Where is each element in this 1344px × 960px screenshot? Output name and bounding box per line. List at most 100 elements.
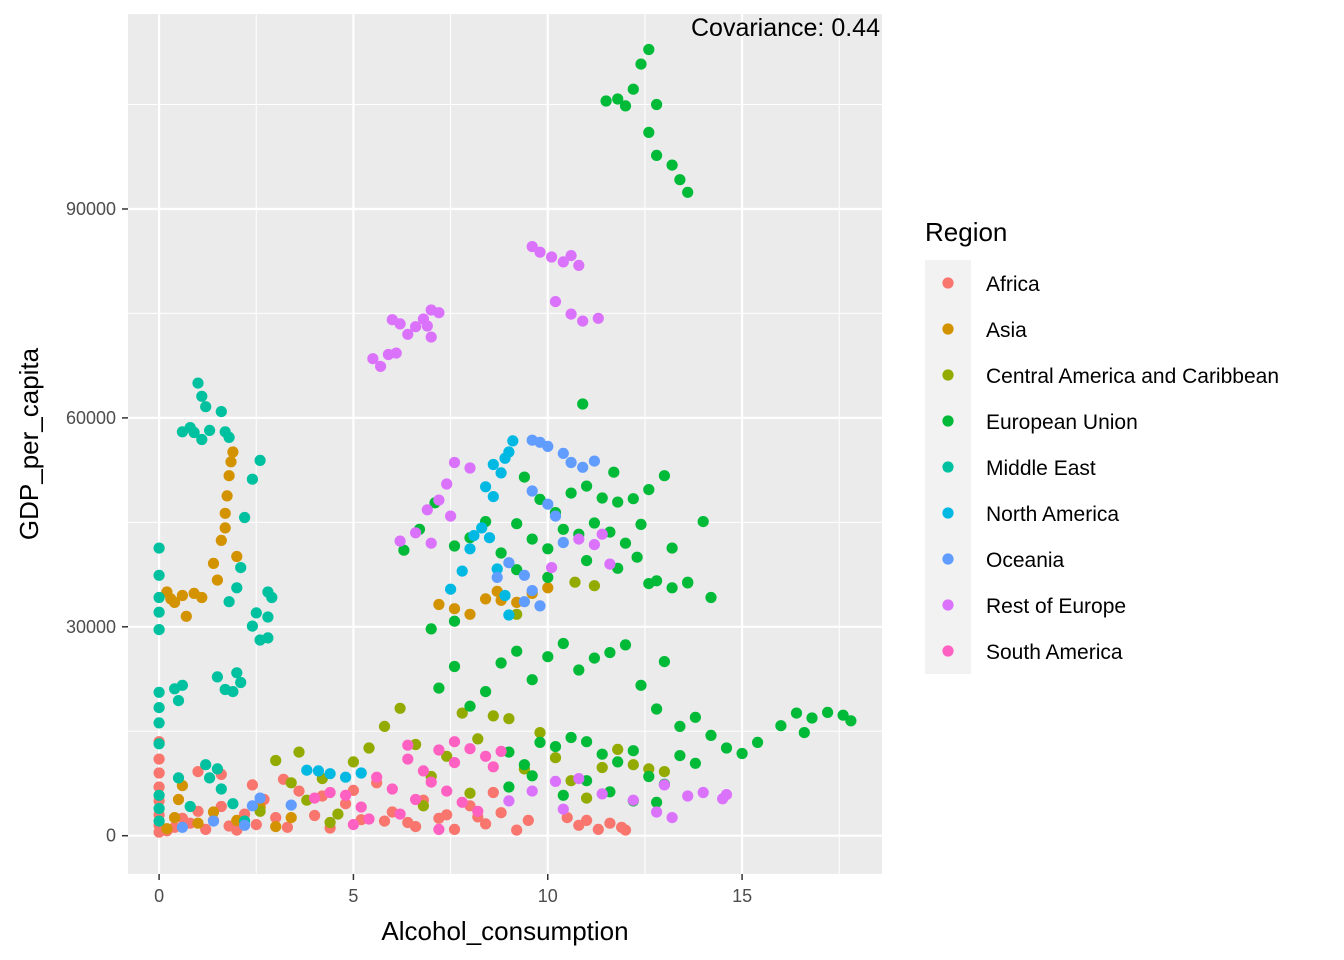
point-south-america xyxy=(355,801,367,813)
point-south-america xyxy=(347,819,359,831)
point-european-union xyxy=(651,98,663,111)
point-oceania xyxy=(518,569,531,581)
point-north-america xyxy=(503,446,515,458)
point-africa xyxy=(592,823,604,836)
point-middle-east xyxy=(246,620,258,632)
point-european-union xyxy=(631,551,643,563)
point-rest-of-europe xyxy=(604,558,616,570)
point-middle-east xyxy=(200,759,212,771)
point-south-america xyxy=(363,813,375,825)
point-european-union xyxy=(798,727,810,739)
x-tick-label: 5 xyxy=(348,886,358,906)
point-africa xyxy=(604,817,616,829)
point-asia xyxy=(207,806,220,818)
point-european-union xyxy=(635,518,647,531)
point-european-union xyxy=(790,707,803,719)
legend-label-south-america: South America xyxy=(986,641,1123,664)
point-south-america xyxy=(309,792,321,804)
point-middle-east xyxy=(192,377,204,389)
point-european-union xyxy=(674,174,686,186)
point-africa xyxy=(153,781,165,793)
point-european-union xyxy=(643,43,655,56)
point-africa xyxy=(441,809,453,821)
point-european-union xyxy=(588,652,601,664)
point-africa xyxy=(581,814,593,827)
point-central-america-and-caribbean xyxy=(394,702,406,714)
point-rest-of-europe xyxy=(421,320,433,332)
legend-key-european-union xyxy=(942,415,954,427)
point-european-union xyxy=(573,664,585,676)
point-north-america xyxy=(507,435,519,447)
point-middle-east xyxy=(153,569,165,581)
point-south-america xyxy=(448,757,461,769)
point-european-union xyxy=(635,58,647,70)
point-africa xyxy=(246,779,258,791)
point-oceania xyxy=(534,600,546,612)
point-european-union xyxy=(822,706,834,719)
point-european-union xyxy=(448,615,461,627)
point-middle-east xyxy=(172,695,185,707)
point-european-union xyxy=(705,591,717,604)
point-middle-east xyxy=(227,798,239,810)
point-european-union xyxy=(581,480,593,492)
point-asia xyxy=(225,456,237,468)
point-north-america xyxy=(464,543,476,555)
y-tick-label: 0 xyxy=(106,826,116,846)
point-rest-of-europe xyxy=(425,331,437,343)
point-oceania xyxy=(542,440,554,452)
point-european-union xyxy=(658,656,671,668)
point-middle-east xyxy=(246,473,258,485)
point-rest-of-europe xyxy=(394,318,406,330)
point-european-union xyxy=(720,742,733,754)
point-south-america xyxy=(410,793,422,806)
point-european-union xyxy=(689,757,702,769)
point-european-union xyxy=(480,686,492,698)
point-european-union xyxy=(398,544,410,556)
legend-label-middle-east: Middle East xyxy=(986,457,1096,480)
point-central-america-and-caribbean xyxy=(569,576,581,588)
point-north-america xyxy=(476,522,488,534)
x-axis-title: Alcohol_consumption xyxy=(381,916,628,946)
point-asia xyxy=(464,608,476,620)
point-rest-of-europe xyxy=(588,539,601,551)
point-european-union xyxy=(495,657,507,669)
point-oceania xyxy=(557,447,569,459)
point-rest-of-europe xyxy=(402,328,414,340)
point-rest-of-europe xyxy=(557,256,569,268)
point-rest-of-europe xyxy=(526,785,538,797)
point-middle-east xyxy=(153,624,165,636)
point-north-america xyxy=(483,532,496,544)
point-africa xyxy=(281,821,293,833)
point-africa xyxy=(153,753,165,765)
point-european-union xyxy=(651,796,663,808)
point-asia xyxy=(215,534,227,547)
point-africa xyxy=(487,786,499,799)
point-european-union xyxy=(608,466,620,478)
point-rest-of-europe xyxy=(596,788,608,800)
point-south-america xyxy=(417,765,429,777)
point-rest-of-europe xyxy=(565,250,577,262)
point-central-america-and-caribbean xyxy=(456,707,468,719)
point-european-union xyxy=(845,715,857,727)
point-rest-of-europe xyxy=(421,504,433,516)
point-north-america xyxy=(324,768,336,780)
point-asia xyxy=(542,582,554,594)
x-tick-label: 10 xyxy=(538,886,558,906)
point-africa xyxy=(192,766,204,778)
point-asia xyxy=(196,591,208,604)
panel-background xyxy=(128,14,882,874)
point-european-union xyxy=(588,517,601,529)
point-middle-east xyxy=(176,679,188,691)
point-africa xyxy=(561,812,573,824)
point-rest-of-europe xyxy=(549,296,562,308)
point-rest-of-europe xyxy=(390,347,402,359)
point-european-union xyxy=(643,484,655,496)
point-central-america-and-caribbean xyxy=(293,746,305,758)
point-european-union xyxy=(697,516,709,528)
point-rest-of-europe xyxy=(375,360,387,372)
point-central-america-and-caribbean xyxy=(534,727,546,739)
point-european-union xyxy=(549,741,562,753)
legend-key-central-america-and-caribbean xyxy=(942,369,954,381)
point-rest-of-europe xyxy=(720,789,733,801)
legend-label-oceania: Oceania xyxy=(986,549,1065,572)
